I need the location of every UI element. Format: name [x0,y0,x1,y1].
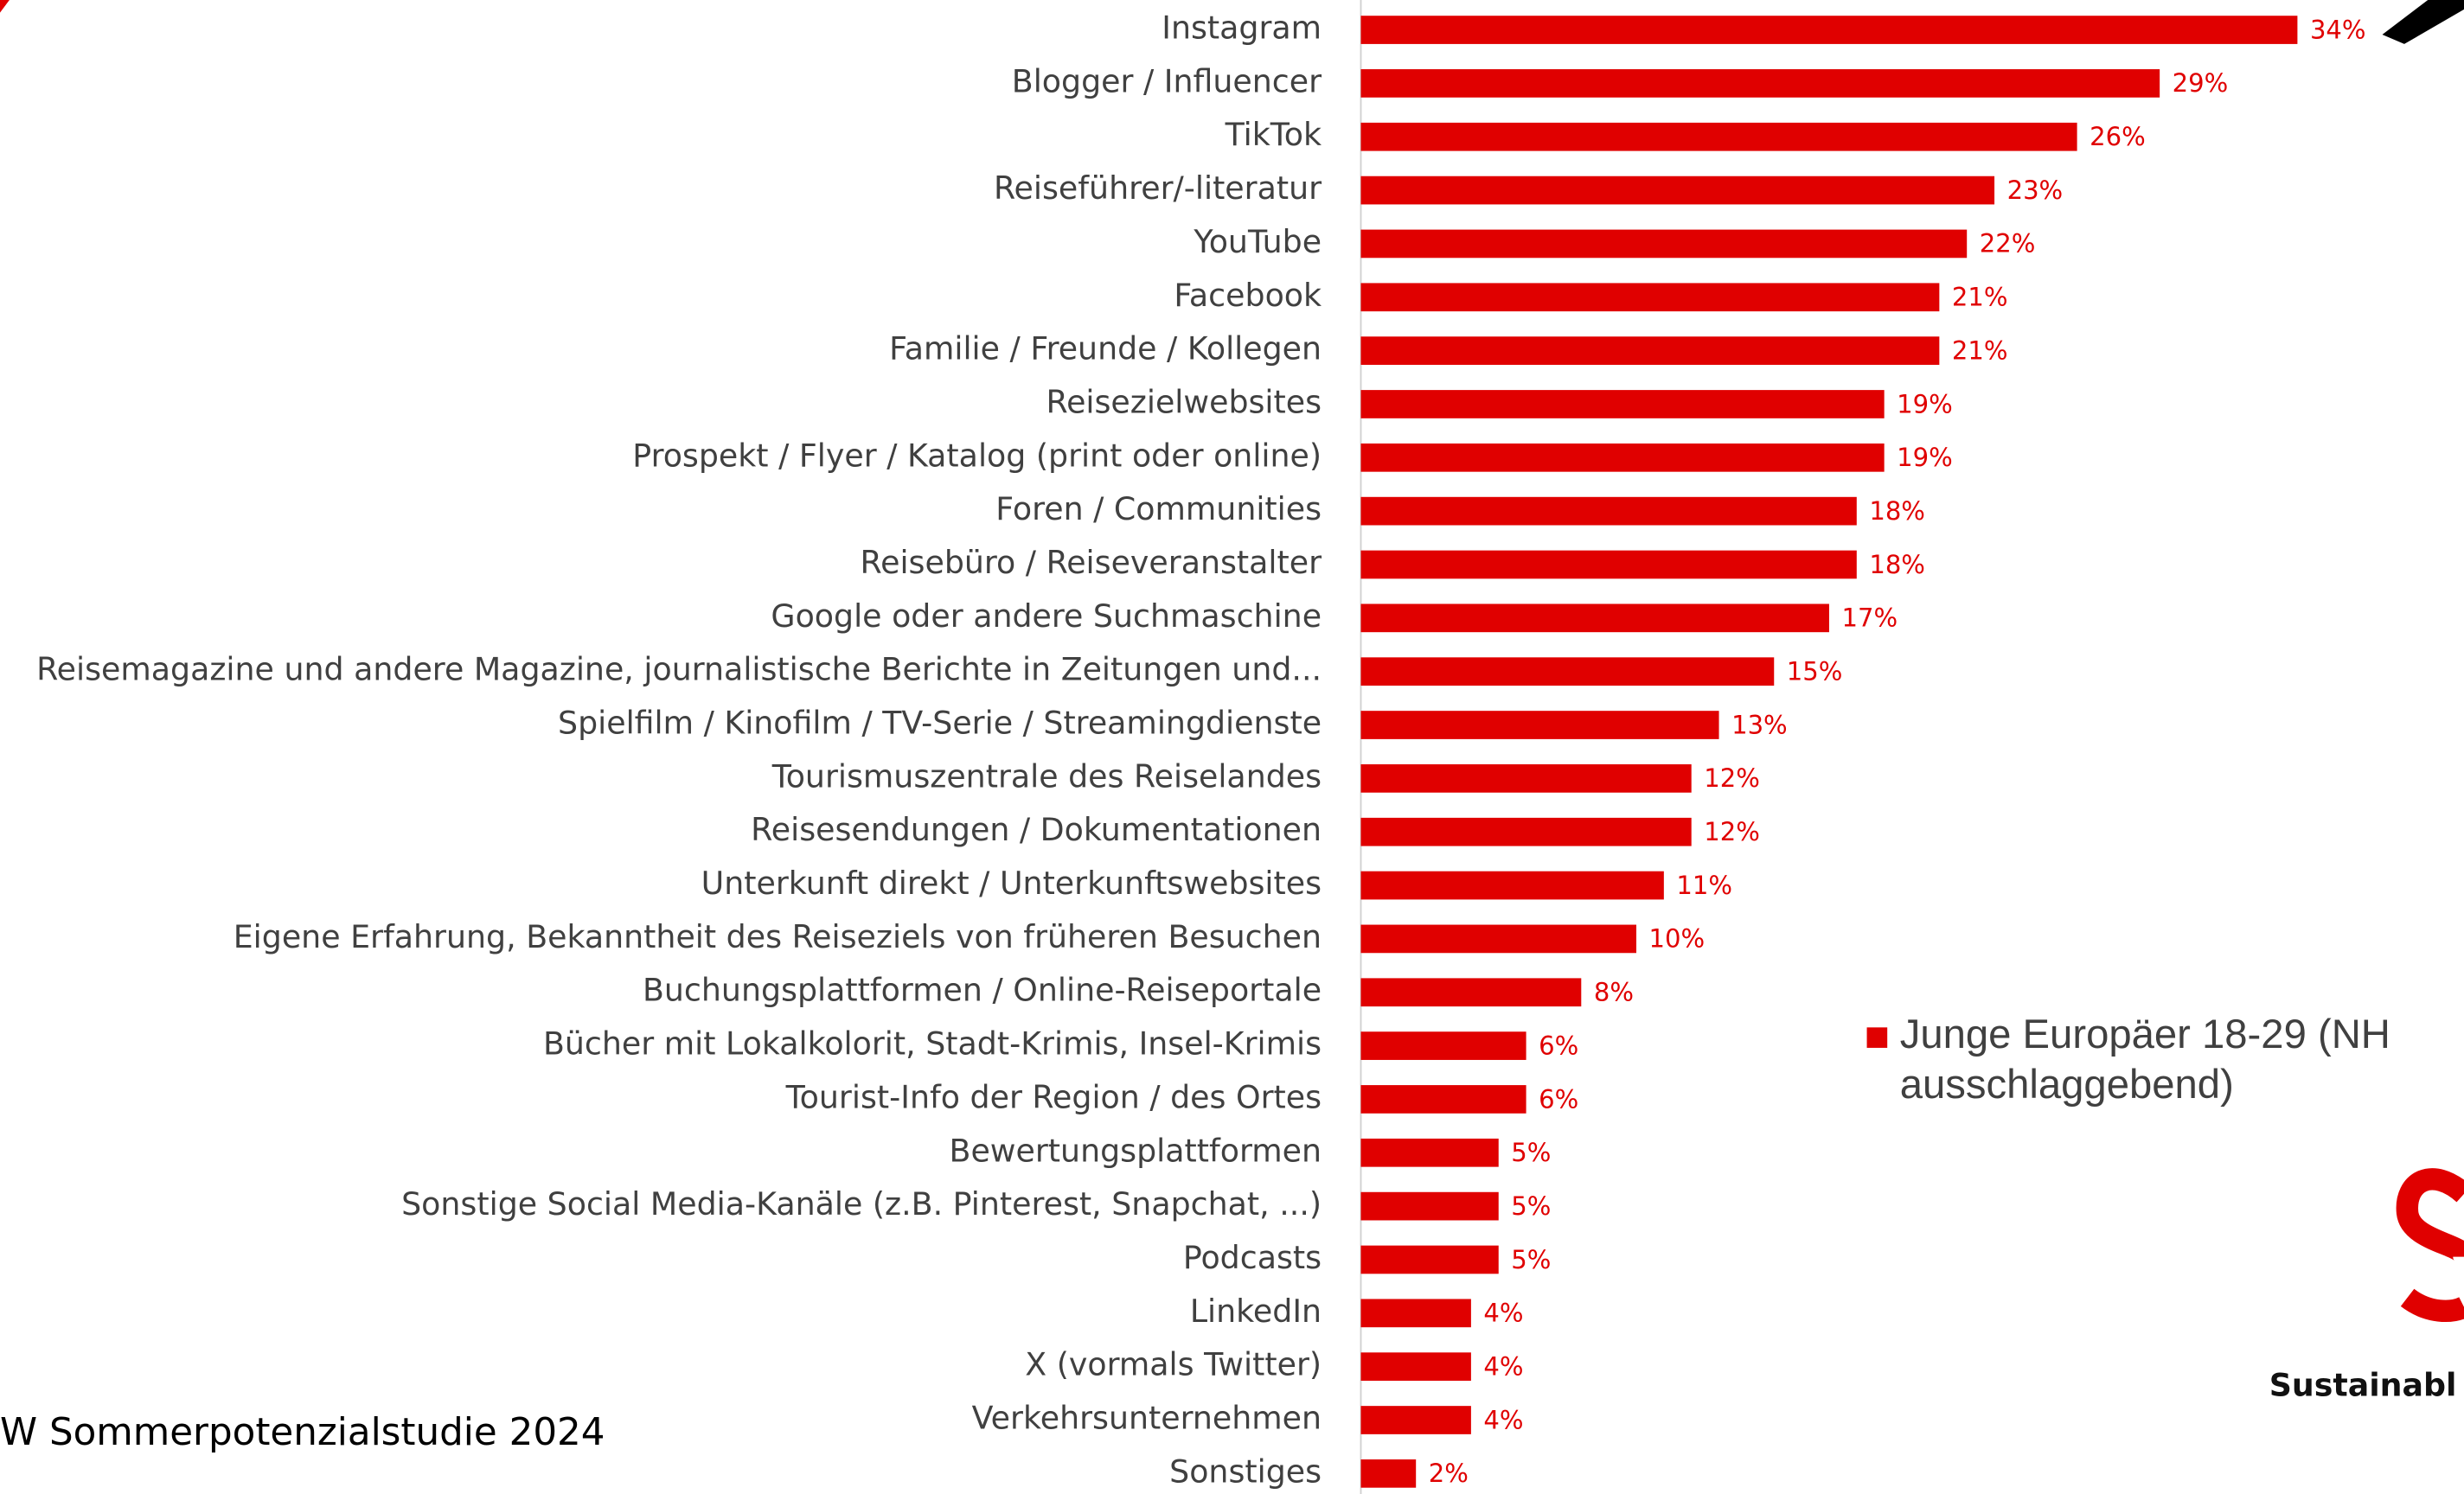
category-label: Google oder andere Suchmaschine [771,597,1322,635]
bar [1360,1031,1526,1060]
value-label: 21% [1952,283,2008,312]
category-label: Tourist-Info der Region / des Ortes [785,1078,1322,1115]
value-label: 10% [1649,924,1706,954]
arrow-icon [2382,0,2464,44]
category-label: Unterkunft direkt / Unterkunftswebsites [701,865,1322,902]
category-label: Spielfilm / Kinofilm / TV-Serie / Stream… [558,705,1322,742]
category-label: Reiseführer/-literatur [994,169,1322,207]
bar [1360,1245,1499,1274]
value-label: 13% [1731,710,1788,739]
bar [1360,1138,1499,1167]
value-label: 18% [1869,496,1925,526]
legend-swatch [1866,1027,1888,1048]
bar [1360,16,2298,44]
value-label: 18% [1869,550,1925,579]
value-label: 4% [1483,1299,1523,1328]
bar [1360,1459,1417,1488]
bar [1360,711,1719,739]
corner-mark [0,0,10,13]
bar [1360,817,1692,846]
category-label: X (vormals Twitter) [1025,1346,1322,1383]
category-label: Foren / Communities [995,490,1322,527]
bar [1360,1299,1471,1328]
category-label: LinkedIn [1190,1293,1322,1330]
brand: Sustainabl [2269,1366,2457,1403]
category-label: Facebook [1174,277,1322,314]
bar [1360,229,1968,259]
bar [1360,443,1885,472]
bar [1360,657,1775,686]
bar [1360,1085,1526,1114]
bar [1360,871,1664,900]
bar [1360,283,1940,312]
bar [1360,496,1857,526]
value-label: 17% [1841,603,1898,633]
category-label: TikTok [1225,116,1322,153]
category-label: Reisebüro / Reiseveranstalter [860,544,1322,581]
category-label: Blogger / Influencer [1012,62,1322,99]
value-label: 8% [1594,978,1634,1007]
value-label: 12% [1704,817,1760,846]
value-label: 29% [2173,68,2229,98]
legend: Junge Europäer 18-29 (NH ausschlaggebend… [1899,1010,2390,1108]
value-label: 21% [1952,335,2008,365]
logo [2396,1168,2464,1322]
bar [1360,69,2160,98]
bar [1360,122,2077,151]
category-label: Reisemagazine und andere Magazine, journ… [36,651,1322,688]
bar [1360,603,1829,633]
value-label: 2% [1429,1459,1469,1488]
category-label: Verkehrsunternehmen [972,1400,1322,1437]
bar [1360,336,1940,365]
bar [1360,550,1857,579]
category-label: YouTube [1193,223,1322,260]
bar [1360,764,1692,793]
category-label: Sonstiges [1169,1452,1322,1490]
category-label: Prospekt / Flyer / Katalog (print oder o… [632,437,1322,474]
value-label: 34% [2310,15,2366,44]
bar [1360,390,1885,418]
category-label: Bewertungsplattformen [950,1132,1322,1169]
value-label: 6% [1539,1084,1578,1114]
category-label: Sonstige Social Media-Kanäle (z.B. Pinte… [401,1185,1322,1223]
value-label: 11% [1676,871,1732,900]
value-label: 6% [1539,1031,1578,1060]
value-label: 4% [1483,1351,1523,1381]
category-label: Familie / Freunde / Kollegen [889,330,1322,367]
value-label: 12% [1704,763,1760,793]
bar [1360,1191,1499,1221]
bar [1360,924,1636,954]
value-label: 5% [1511,1191,1551,1221]
bar [1360,176,1995,205]
category-label: Bücher mit Lokalkolorit, Stadt-Krimis, I… [543,1025,1322,1063]
bar [1360,978,1582,1007]
value-label: 26% [2090,122,2146,151]
source: W Sommerpotenzialstudie 2024 [0,1411,605,1454]
value-label: 4% [1483,1405,1523,1434]
value-label: 5% [1511,1245,1551,1274]
category-label: Podcasts [1183,1239,1322,1276]
category-label: Reisesendungen / Dokumentationen [751,811,1322,848]
bar [1360,1406,1471,1434]
category-label: Instagram [1162,10,1322,47]
category-label: Eigene Erfahrung, Bekanntheit des Reisez… [234,918,1322,955]
value-label: 22% [1980,229,2036,259]
category-label: Buchungsplattformen / Online-Reiseportal… [643,972,1322,1009]
category-label: Reisezielwebsites [1046,383,1322,420]
value-label: 23% [2007,176,2064,205]
bar [1360,1352,1471,1382]
value-label: 19% [1897,443,1953,472]
legend-label: Junge Europäer 18-29 (NH ausschlaggebend… [1899,1010,2390,1108]
value-label: 5% [1511,1138,1551,1167]
value-label: 19% [1897,389,1953,418]
category-label: Tourismuszentrale des Reiselandes [771,757,1322,795]
value-label: 15% [1787,657,1843,686]
